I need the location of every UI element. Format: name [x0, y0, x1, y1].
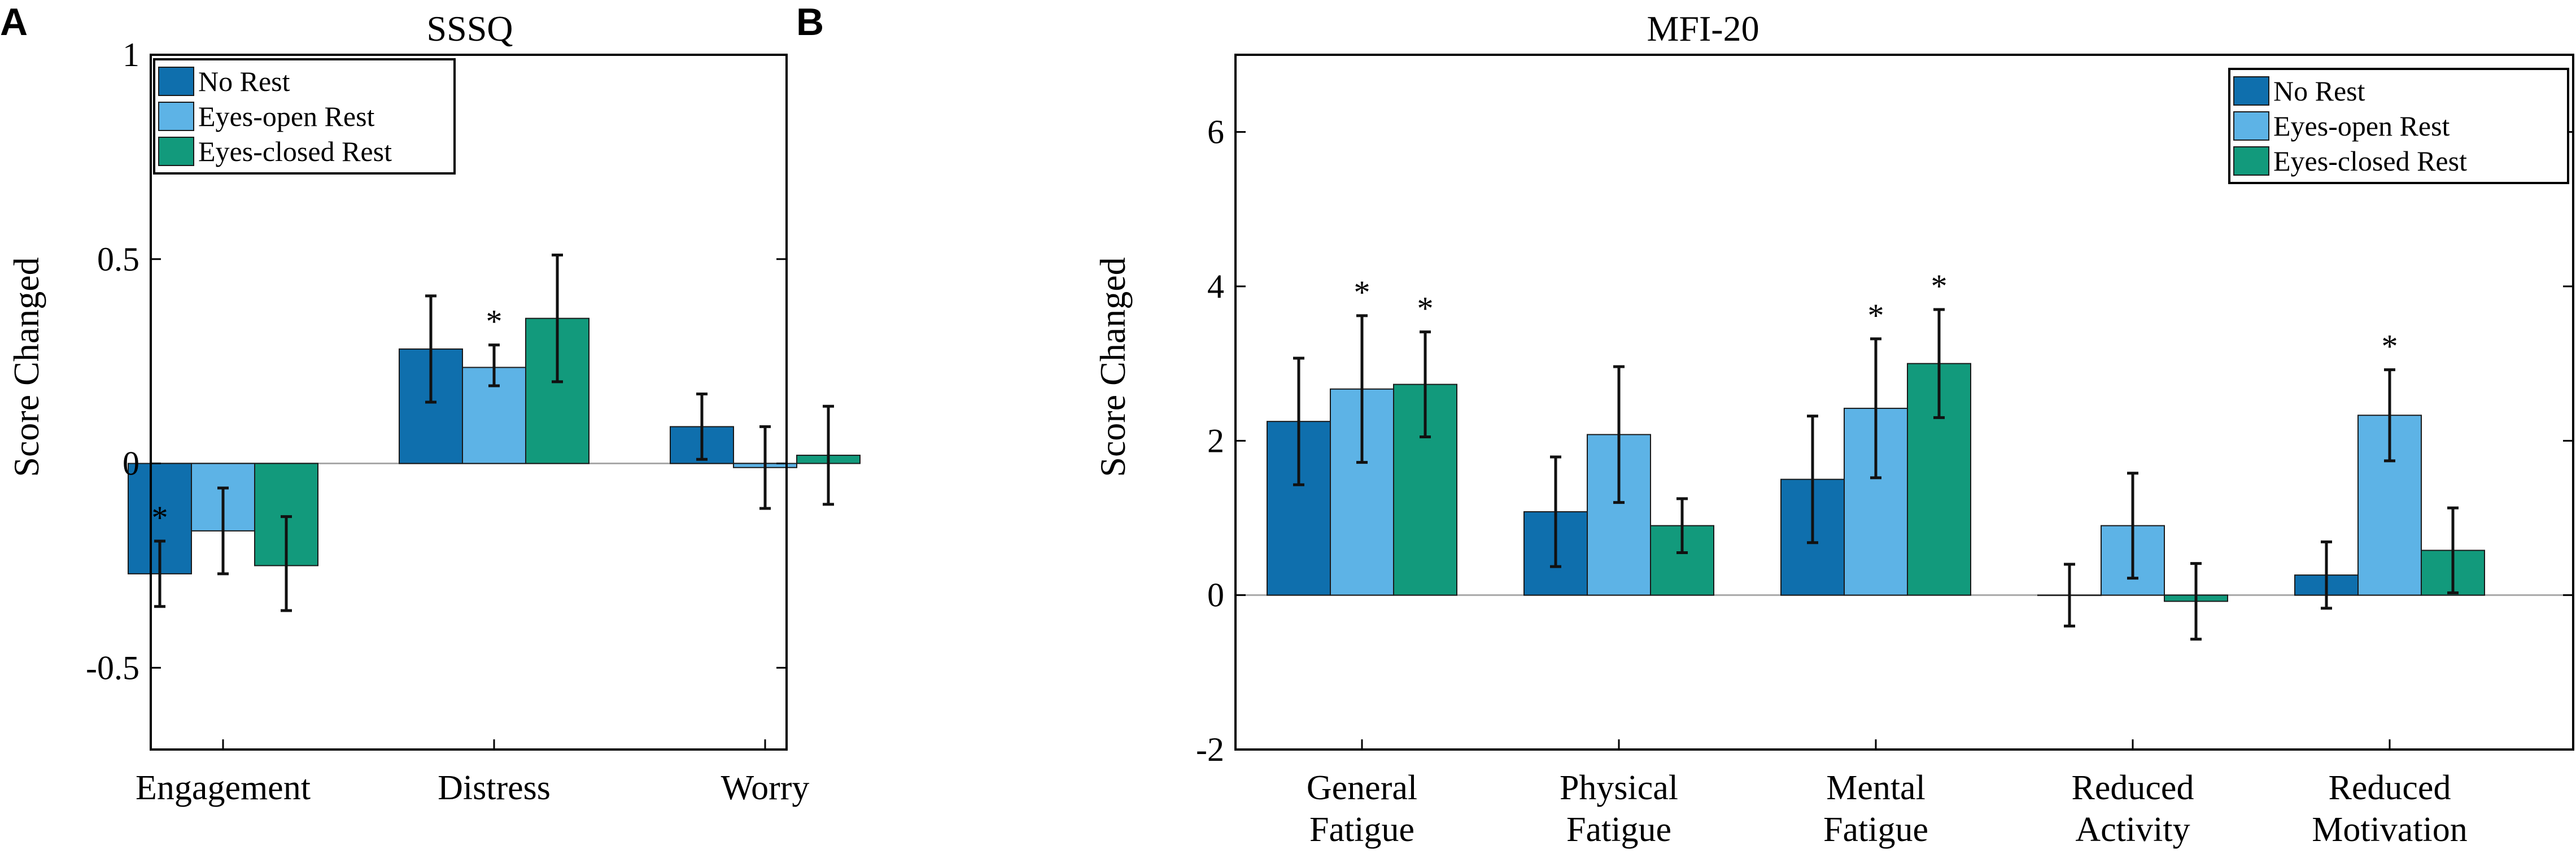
panel-b-significance-mark: *: [1868, 297, 1884, 334]
panel-b-legend-label: Eyes-closed Rest: [2273, 145, 2467, 177]
panel-a-y-tick-label: 1: [123, 36, 139, 73]
panel-a-x-tick-label: Engagement: [136, 769, 311, 807]
panel-a-legend-label: Eyes-closed Rest: [198, 136, 392, 167]
panel-a-label: A: [0, 1, 28, 43]
panel-b-x-tick-label: Fatigue: [1566, 811, 1671, 849]
panel-b-x-tick-label: Activity: [2075, 811, 2190, 849]
panel-a-title: SSSQ: [427, 8, 513, 49]
panel-b-significance-mark: *: [1354, 274, 1370, 311]
panel-b-x-tick-label: Reduced: [2072, 769, 2194, 807]
panel-a-legend-label: Eyes-open Rest: [198, 101, 375, 132]
panel-a-y-tick-label: 0: [123, 445, 139, 482]
panel-a-x-tick-label: Worry: [721, 769, 810, 807]
panel-a-legend-box: [153, 58, 456, 175]
panel-a-y-tick-label: 0.5: [97, 241, 139, 278]
panel-b-legend-label: Eyes-open Rest: [2273, 110, 2450, 142]
panel-b-legend-box: [2228, 68, 2569, 184]
panel-b-plot: * * General Fatigue Physical Fatigue * * Mental F…: [1196, 54, 2574, 849]
panel-a-y-tick-label: -0.5: [86, 649, 139, 686]
panel-a-significance-mark: *: [152, 499, 168, 536]
panel-b-x-tick-label: Mental: [1826, 769, 1926, 807]
panel-b-y-tick-label: -2: [1196, 731, 1224, 768]
panel-b-y-tick-label: 6: [1207, 114, 1224, 151]
panel-b-x-tick-label: Fatigue: [1309, 811, 1414, 849]
panel-b-title: MFI-20: [1647, 8, 1759, 49]
panel-b-significance-mark: *: [2382, 328, 2398, 365]
panel-b-y-axis-label: Score Changed: [1093, 257, 1133, 477]
panel-b-y-tick-label: 4: [1207, 268, 1224, 305]
panel-b-label: B: [796, 1, 824, 43]
panel-b-significance-mark: *: [1931, 268, 1948, 304]
panel-a-x-tick-label: Distress: [438, 769, 551, 807]
panel-a-plot: * Engagement * Distress Worry -0.5 0 0.5 1 No Res…: [86, 36, 861, 807]
panel-a-y-axis-label: Score Changed: [6, 257, 46, 477]
panel-b-legend-swatch: [2233, 76, 2269, 106]
panel-b-x-tick-label: Fatigue: [1823, 811, 1928, 849]
panel-b-x-tick-label: Reduced: [2329, 769, 2451, 807]
panel-a-legend-label: No Rest: [198, 66, 290, 97]
panel-b-x-tick-label: General: [1307, 769, 1417, 807]
panel-b-legend-swatch: [2233, 146, 2269, 176]
panel-b-significance-mark: *: [1417, 290, 1434, 327]
panel-b-axes-frame: [1234, 54, 2574, 751]
panel-a: A SSSQ Score Changed * Engagement * Distres…: [0, 1, 861, 807]
panel-b-legend-label: No Rest: [2273, 75, 2365, 107]
panel-a-legend-swatch: [158, 67, 194, 96]
panel-a-axes-frame: [150, 54, 788, 751]
panel-a-legend-swatch: [158, 102, 194, 131]
panel-b: B MFI-20 Score Changed * * General Fatigue P…: [796, 1, 2574, 849]
panel-b-legend-swatch: [2233, 111, 2269, 141]
panel-b-y-tick-label: 2: [1207, 422, 1224, 459]
panel-b-x-tick-label: Motivation: [2312, 811, 2468, 849]
panel-b-x-tick-label: Physical: [1560, 769, 1678, 807]
panel-a-significance-mark: *: [486, 303, 503, 340]
panel-b-y-tick-label: 0: [1207, 577, 1224, 614]
panel-a-legend-swatch: [158, 137, 194, 166]
